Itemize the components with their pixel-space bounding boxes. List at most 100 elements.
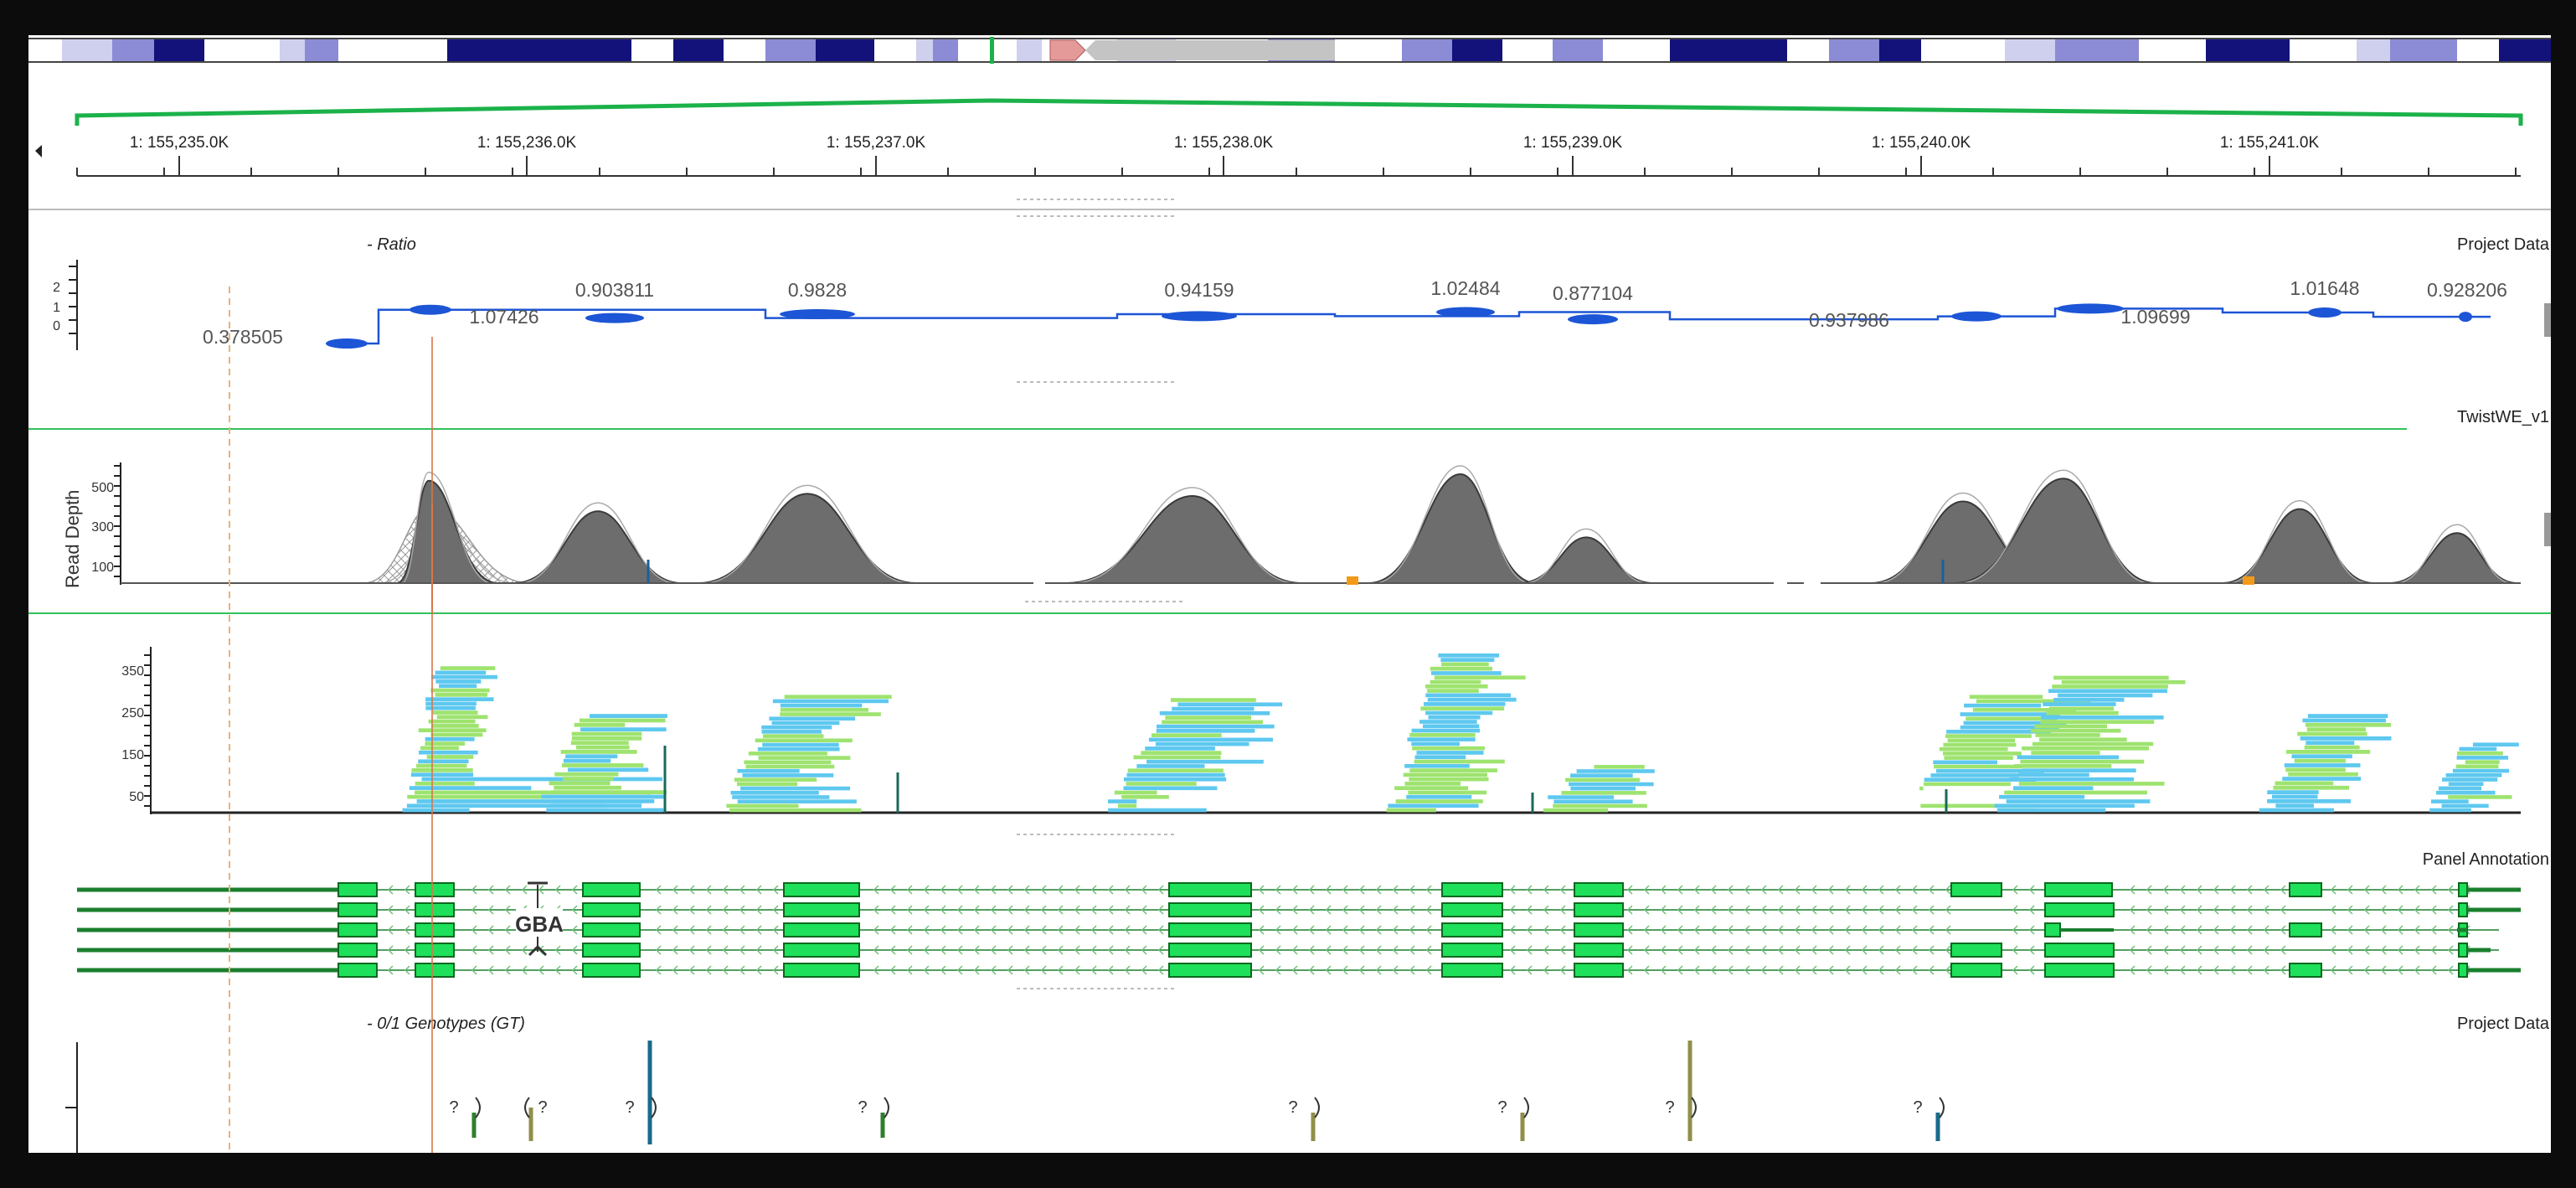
exon-block[interactable] xyxy=(1168,922,1252,937)
exon-block[interactable] xyxy=(337,963,378,978)
track-scroll-handle[interactable] xyxy=(2544,303,2551,337)
aligned-read xyxy=(1172,706,1255,711)
ratio-segment-marker[interactable] xyxy=(1162,311,1237,322)
genotype-track[interactable]: - 0/1 Genotypes (GT) Project Data ??????… xyxy=(65,1015,2550,1153)
ratio-segment-marker[interactable] xyxy=(780,308,855,319)
exon-block[interactable] xyxy=(2044,882,2113,897)
exon-block[interactable] xyxy=(2458,943,2468,958)
exon-block[interactable] xyxy=(2289,922,2322,937)
position-ruler[interactable]: 1: 155,235.0K 1: 155,236.0K 1: 155,237.0… xyxy=(35,134,2521,177)
exon-block[interactable] xyxy=(1441,922,1503,937)
exon-block[interactable] xyxy=(415,963,455,978)
reads-track[interactable]: 350 250 150 50 xyxy=(121,647,2521,814)
exon-block[interactable] xyxy=(1441,902,1503,917)
exon-block[interactable] xyxy=(1168,963,1252,978)
ratio-segment-marker[interactable] xyxy=(2308,307,2342,318)
exon-block[interactable] xyxy=(1950,943,2002,958)
coverage-peak[interactable] xyxy=(698,493,917,584)
exon-block[interactable] xyxy=(2044,902,2115,917)
exon-block[interactable] xyxy=(2289,963,2322,978)
chromosome-ideogram[interactable] xyxy=(28,38,2551,63)
exon-block[interactable] xyxy=(337,922,378,937)
chevron-left-icon xyxy=(2229,905,2236,915)
exon-block[interactable] xyxy=(2458,902,2468,917)
ratio-segment-marker[interactable] xyxy=(410,304,451,315)
coverage-peak[interactable] xyxy=(2389,532,2518,584)
exon-block[interactable] xyxy=(1574,882,1624,897)
exon-block[interactable] xyxy=(2289,882,2322,897)
exon-block[interactable] xyxy=(582,882,641,897)
exon-block[interactable] xyxy=(337,943,378,958)
coverage-peak[interactable] xyxy=(1368,473,1537,584)
aligned-read xyxy=(772,699,889,704)
exon-block[interactable] xyxy=(2044,963,2115,978)
aligned-read xyxy=(742,773,834,777)
exon-block[interactable] xyxy=(1441,882,1503,897)
exon-block[interactable] xyxy=(1574,902,1624,917)
exon-block[interactable] xyxy=(1950,963,2002,978)
ratio-segment-marker[interactable] xyxy=(1951,311,2002,322)
exon-block[interactable] xyxy=(1574,943,1624,958)
ratio-segment-marker[interactable] xyxy=(326,338,368,349)
ratio-segment-marker[interactable] xyxy=(585,312,644,323)
exon-block[interactable] xyxy=(1574,963,1624,978)
chevron-left-icon xyxy=(1141,965,1147,975)
ratio-segment-marker[interactable] xyxy=(1568,314,1618,325)
exon-block[interactable] xyxy=(1168,882,1252,897)
exon-block[interactable] xyxy=(415,943,455,958)
coverage-peak[interactable] xyxy=(1518,536,1654,584)
ratio-segment-marker[interactable] xyxy=(1436,307,1495,318)
gene-label-GBA[interactable]: GBA xyxy=(515,881,564,957)
exon-block[interactable] xyxy=(2458,963,2468,978)
exon-block[interactable] xyxy=(337,882,378,897)
coverage-peak[interactable] xyxy=(513,510,683,584)
exon-block[interactable] xyxy=(2458,882,2468,897)
exon-block[interactable] xyxy=(783,943,860,958)
exon-block[interactable] xyxy=(1950,882,2002,897)
ideogram-band xyxy=(1017,39,1042,61)
track-scroll-handle[interactable] xyxy=(2544,513,2551,546)
chevron-left-icon xyxy=(1660,945,1667,955)
ratio-segment-marker[interactable] xyxy=(2057,303,2124,314)
exon-block[interactable] xyxy=(783,963,860,978)
chevron-left-icon xyxy=(2162,905,2169,915)
aligned-read xyxy=(2058,693,2153,698)
ideogram-band xyxy=(2139,39,2206,61)
exon-block[interactable] xyxy=(582,902,641,917)
aligned-read xyxy=(554,785,621,790)
exon-block[interactable] xyxy=(2044,943,2115,958)
exon-block[interactable] xyxy=(783,922,860,937)
ratio-segment-marker[interactable] xyxy=(2459,312,2472,323)
exon-block[interactable] xyxy=(1168,943,1252,958)
annotation-track[interactable]: Panel Annotation GBA xyxy=(77,850,2549,978)
chevron-left-icon xyxy=(2146,945,2152,955)
coverage-track[interactable]: TwistWE_v1 Read Depth 500 300 100 xyxy=(62,408,2549,588)
triangle-left-icon[interactable] xyxy=(35,145,42,158)
coverage-peak[interactable] xyxy=(396,479,498,584)
aligned-read xyxy=(435,670,487,675)
exon-block[interactable] xyxy=(582,943,641,958)
coverage-peak[interactable] xyxy=(2222,508,2374,584)
exon-block[interactable] xyxy=(2044,922,2061,937)
exon-block[interactable] xyxy=(337,902,378,917)
chevron-left-icon xyxy=(1258,925,1265,935)
chevron-left-icon xyxy=(571,965,578,975)
exon-block[interactable] xyxy=(415,922,455,937)
chevron-left-icon xyxy=(2012,945,2018,955)
exon-block[interactable] xyxy=(415,882,455,897)
exon-block[interactable] xyxy=(1168,902,1252,917)
aligned-read xyxy=(2012,786,2094,791)
ratio-value-label: 0.937986 xyxy=(1809,309,1889,331)
chevron-left-icon xyxy=(739,965,745,975)
exon-block[interactable] xyxy=(415,902,455,917)
exon-block[interactable] xyxy=(1574,922,1624,937)
exon-block[interactable] xyxy=(783,902,860,917)
exon-block[interactable] xyxy=(1441,943,1503,958)
exon-block[interactable] xyxy=(1441,963,1503,978)
exon-block[interactable] xyxy=(783,882,860,897)
exon-block[interactable] xyxy=(582,963,641,978)
coverage-peak[interactable] xyxy=(1066,494,1302,584)
chevron-left-icon xyxy=(1040,945,1047,955)
ratio-track[interactable]: - Ratio Project Data 2 1 1 0 0.378505 1.… xyxy=(53,235,2550,350)
exon-block[interactable] xyxy=(582,922,641,937)
